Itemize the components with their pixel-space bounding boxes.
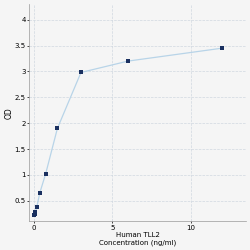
- Point: [35, 205, 39, 209]
- Point: [33, 210, 37, 214]
- Point: [79, 70, 83, 74]
- Point: [32, 212, 36, 216]
- Point: [32, 213, 36, 217]
- Point: [126, 59, 130, 63]
- Y-axis label: OD: OD: [4, 107, 13, 119]
- Point: [38, 191, 42, 195]
- Point: [44, 172, 48, 176]
- Point: [220, 46, 224, 50]
- Point: [56, 126, 60, 130]
- X-axis label: Human TLL2
Concentration (ng/ml): Human TLL2 Concentration (ng/ml): [99, 232, 176, 246]
